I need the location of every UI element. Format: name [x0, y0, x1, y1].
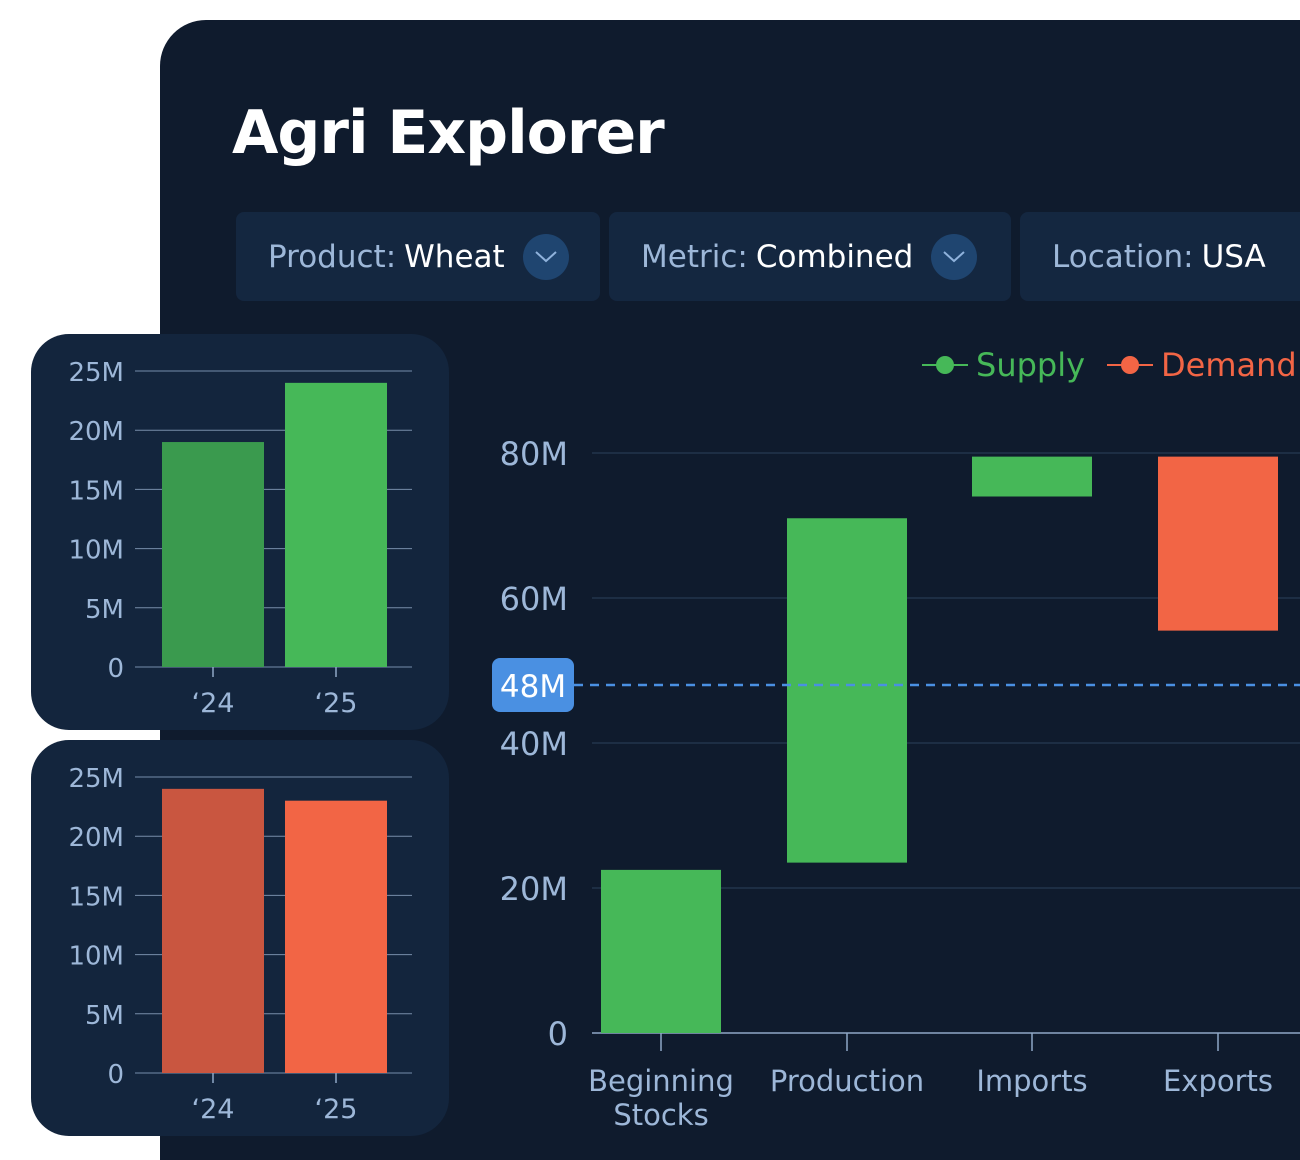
legend-supply-label: Supply — [976, 346, 1086, 384]
reference-label: 48M — [500, 669, 566, 705]
ytick-label: 60M — [500, 580, 568, 618]
xtick-label-line: Stocks — [613, 1098, 708, 1132]
supply-history-bar — [162, 442, 264, 667]
metric-filter-value: Combined — [755, 238, 914, 275]
demand-history-card: 0 5M 10M 15M 20M 25M ‘24 ‘25 — [31, 740, 449, 1136]
demand-history-xtick-label: ‘24 — [192, 1094, 235, 1125]
xtick-label: Production — [770, 1064, 924, 1098]
demand-history-bar — [162, 788, 264, 1073]
supply-history-card: 0 5M 10M 15M 20M 25M ‘24 ‘25 — [31, 334, 449, 730]
legend-demand[interactable]: Demand — [1107, 346, 1297, 384]
ytick-label: 0 — [548, 1015, 568, 1053]
chevron-down-icon[interactable] — [931, 233, 978, 280]
location-filter[interactable]: Location: USA — [1020, 212, 1300, 301]
supply-history-ytick-label: 20M — [68, 417, 124, 447]
location-filter-label: Location: — [1052, 238, 1194, 275]
waterfall-bar — [1158, 456, 1278, 631]
location-filter-value: USA — [1201, 238, 1266, 275]
demand-history-ytick-label: 15M — [68, 882, 124, 912]
product-filter-value: Wheat — [404, 238, 505, 275]
xtick-label-line: Production — [770, 1064, 924, 1098]
page-title: Agri Explorer — [232, 98, 665, 168]
demand-legend-icon — [1107, 356, 1153, 374]
waterfall-bar — [601, 869, 721, 1033]
chevron-down-icon[interactable] — [522, 233, 569, 280]
metric-filter[interactable]: Metric: Combined — [609, 212, 1011, 301]
product-filter[interactable]: Product: Wheat — [236, 212, 600, 301]
supply-history-bar — [285, 382, 387, 667]
demand-history-chart: 0 5M 10M 15M 20M 25M ‘24 ‘25 — [68, 764, 412, 1125]
supply-history-ytick-label: 15M — [68, 476, 124, 506]
ytick-label: 80M — [500, 435, 568, 473]
demand-history-ytick-label: 0 — [107, 1060, 124, 1090]
supply-history-ytick-label: 0 — [107, 654, 124, 684]
demand-history-xtick-label: ‘25 — [315, 1094, 358, 1125]
ytick-label: 40M — [500, 725, 568, 763]
metric-filter-label: Metric: — [641, 238, 748, 275]
demand-history-ytick-label: 10M — [68, 942, 124, 972]
xtick-label-line: Imports — [976, 1064, 1087, 1098]
supply-history-ytick-label: 25M — [68, 358, 124, 388]
waterfall-bar — [972, 456, 1092, 497]
legend-demand-label: Demand — [1161, 346, 1297, 384]
demand-history-ytick-label: 20M — [68, 823, 124, 853]
supply-history-chart: 0 5M 10M 15M 20M 25M ‘24 ‘25 — [68, 358, 412, 719]
demand-history-ytick-label: 5M — [85, 1001, 124, 1031]
balance-waterfall-chart: 0 20M 40M 60M 80M Beginning Stocks Production Im… — [492, 435, 1300, 1132]
supply-legend-icon — [922, 356, 968, 374]
product-filter-label: Product: — [268, 238, 397, 275]
supply-history-ytick-label: 5M — [85, 595, 124, 625]
xtick-label: Exports — [1163, 1064, 1273, 1098]
legend-supply[interactable]: Supply — [922, 346, 1085, 384]
supply-history-xtick-label: ‘25 — [315, 688, 358, 719]
waterfall-bar — [787, 518, 907, 863]
demand-history-ytick-label: 25M — [68, 764, 124, 794]
supply-history-xtick-label: ‘24 — [192, 688, 235, 719]
xtick-label: Imports — [976, 1064, 1087, 1098]
xtick-label: Beginning Stocks — [588, 1064, 734, 1132]
reference-badge — [492, 658, 574, 712]
ytick-label: 20M — [500, 870, 568, 908]
demand-history-bar — [285, 800, 387, 1073]
xtick-label-line: Beginning — [588, 1064, 734, 1098]
xtick-label-line: Exports — [1163, 1064, 1273, 1098]
supply-history-ytick-label: 10M — [68, 536, 124, 566]
